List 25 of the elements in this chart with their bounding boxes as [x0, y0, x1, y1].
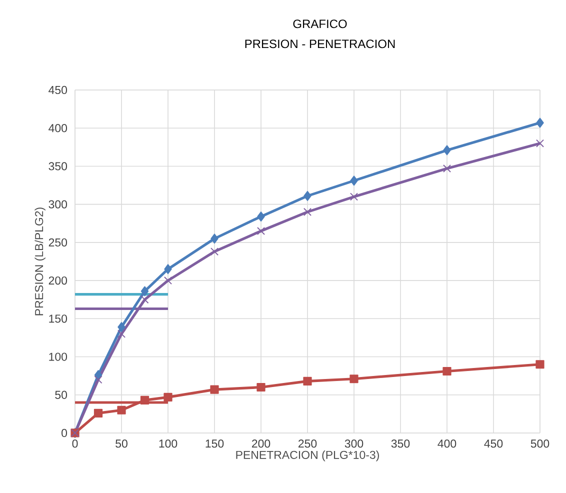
x-tick-label: 500 [530, 440, 550, 448]
y-tick-label: 400 [48, 124, 68, 132]
x-tick-label: 150 [206, 440, 224, 448]
y-tick-label: 200 [48, 276, 68, 285]
y-tick-label: 250 [48, 238, 68, 247]
y-tick-label: 300 [48, 200, 68, 208]
x-tick-label: 250 [298, 440, 317, 448]
y-tick-label: 150 [49, 314, 68, 323]
y-tick-label: 100 [49, 352, 68, 361]
x-tick-label: 200 [252, 440, 270, 448]
x-tick-label: 100 [159, 440, 178, 448]
x-tick-label: 0 [72, 440, 78, 448]
x-tick-label: 300 [344, 440, 364, 448]
y-axis-title: PRESION (LB/PLG2) [34, 208, 46, 316]
y-tick-label: 450 [48, 86, 68, 94]
y-tick-label: 350 [48, 162, 68, 170]
chart-subtitle: PRESION - PENETRACION [245, 40, 395, 48]
x-tick-label: 350 [391, 440, 410, 448]
y-tick-label: 50 [55, 390, 68, 399]
x-tick-label: 50 [116, 440, 128, 448]
x-tick-label: 400 [438, 440, 456, 448]
chart-title: GRAFICO [293, 20, 347, 28]
y-tick-label: 0 [62, 428, 68, 438]
x-tick-label: 450 [484, 440, 503, 448]
x-axis-title: PENETRACION (PLG*10-3) [236, 450, 379, 462]
